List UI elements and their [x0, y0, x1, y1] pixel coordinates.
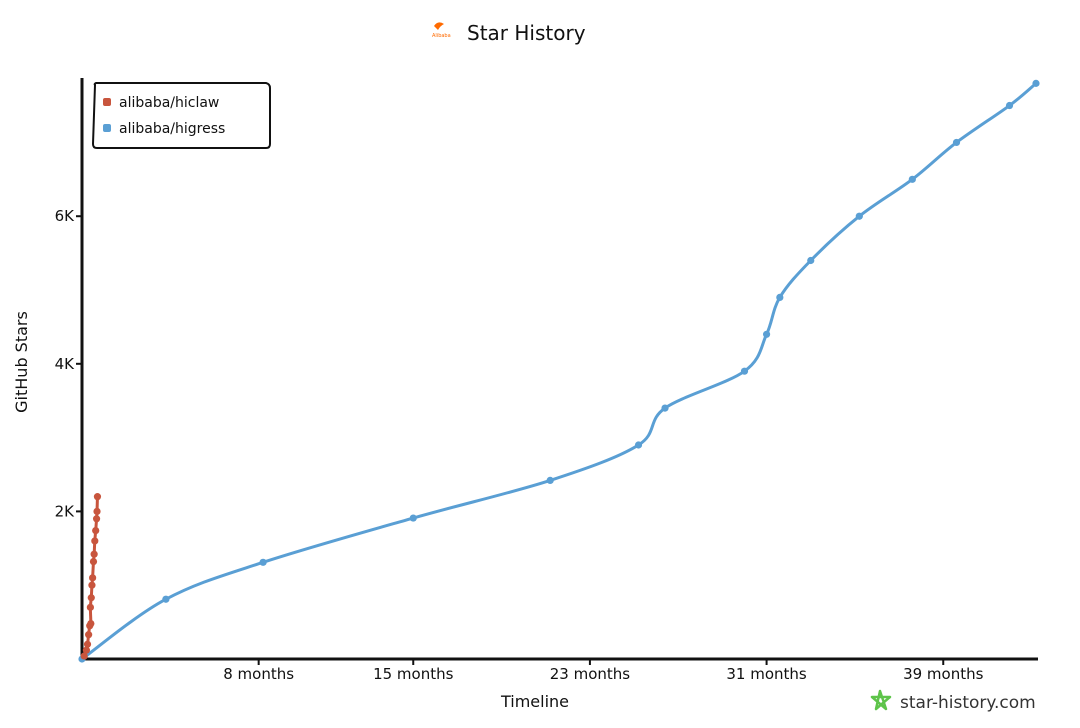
star-history-logo-icon [870, 689, 892, 711]
data-point-higress [634, 441, 643, 449]
data-point-higress [546, 476, 554, 485]
y-tick-label: 4K [55, 355, 76, 373]
alibaba-logo-text: Alibaba [432, 33, 451, 39]
data-point-hiclaw [89, 557, 98, 566]
x-tick-label: 23 months [550, 665, 631, 683]
series-higress [78, 79, 1040, 663]
watermark: star-history.com [870, 689, 1036, 713]
data-point-higress [855, 212, 863, 220]
data-point-higress [908, 175, 916, 183]
x-tick-label: 31 months [726, 665, 807, 683]
legend-box [91, 82, 271, 149]
data-point-higress [1032, 79, 1040, 87]
alibaba-logo-icon: Alibaba [432, 22, 451, 39]
legend-label-hiclaw: alibaba/hiclaw [119, 95, 219, 111]
y-ticks: 2K 4K 6K [55, 207, 82, 520]
data-point-higress [259, 558, 267, 566]
data-point-hiclaw [87, 594, 95, 602]
data-point-hiclaw [93, 507, 101, 516]
legend-swatch-hiclaw [103, 98, 111, 106]
x-axis [80, 656, 1039, 661]
data-point-higress [661, 404, 669, 412]
x-tick-label: 39 months [903, 665, 984, 683]
data-point-hiclaw [87, 619, 95, 628]
x-axis-label: Timeline [500, 692, 569, 711]
data-point-hiclaw [90, 550, 98, 558]
watermark-text: star-history.com [900, 693, 1036, 713]
legend: alibaba/hiclaw alibaba/higress [91, 82, 271, 149]
data-point-hiclaw [92, 515, 101, 523]
series-layer [78, 79, 1040, 663]
data-point-hiclaw [92, 526, 100, 535]
y-tick-label: 2K [55, 502, 76, 520]
data-point-hiclaw [83, 640, 92, 648]
y-tick-label: 6K [55, 207, 76, 225]
data-point-hiclaw [89, 574, 97, 582]
series-hiclaw [80, 493, 102, 660]
data-point-hiclaw [93, 493, 102, 501]
data-point-hiclaw [82, 646, 91, 654]
data-point-higress [409, 514, 417, 522]
y-axis-label: GitHub Stars [12, 311, 31, 413]
data-point-hiclaw [85, 631, 93, 639]
data-point-higress [1005, 101, 1014, 110]
legend-label-higress: alibaba/higress [119, 121, 225, 137]
legend-swatch-higress [103, 124, 111, 132]
data-point-higress [952, 138, 961, 147]
data-point-higress [807, 256, 815, 265]
data-point-hiclaw [80, 652, 88, 660]
x-axis-line [80, 656, 1039, 661]
data-point-hiclaw [88, 581, 96, 589]
data-point-hiclaw [86, 603, 94, 611]
x-tick-label: 15 months [373, 665, 454, 683]
y-axis-line [80, 77, 84, 661]
series-line-higress [80, 81, 1038, 661]
x-ticks: 8 months 15 months 23 months 31 months 39 mo… [223, 659, 984, 683]
x-tick-label: 8 months [223, 665, 294, 683]
data-point-hiclaw [91, 537, 99, 545]
data-point-higress [162, 595, 170, 603]
data-point-higress [740, 367, 749, 375]
data-point-higress [776, 293, 784, 301]
data-point-higress [762, 330, 771, 338]
chart-title: Star History [467, 21, 586, 45]
header: Alibaba Star History [432, 21, 586, 45]
y-axis [80, 77, 84, 661]
